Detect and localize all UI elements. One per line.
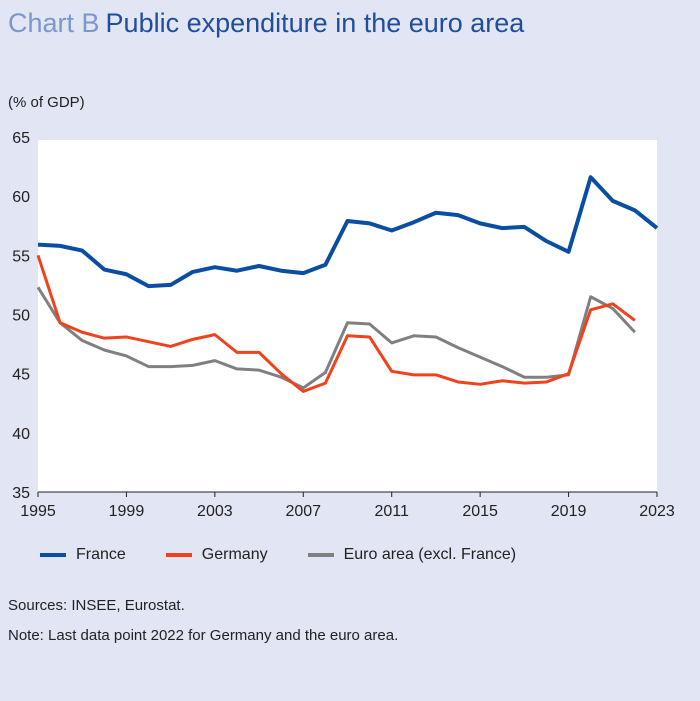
y-tick-label: 45 — [12, 367, 30, 384]
y-tick-label: 35 — [12, 485, 30, 502]
legend-swatch — [165, 553, 192, 557]
x-tick-label: 1999 — [109, 503, 145, 520]
series-line-euro-area-excl-france- — [36, 286, 636, 390]
x-tick-label: 2007 — [285, 503, 321, 520]
x-tick-label: 1995 — [20, 503, 56, 520]
series-line-germany — [36, 254, 636, 393]
chart-title: Chart B Public expenditure in the euro ar… — [8, 8, 524, 39]
chart-title-text: Public expenditure in the euro area — [105, 8, 525, 38]
legend: France Germany Euro area (excl. France) — [40, 546, 516, 564]
x-tick-label: 2003 — [197, 503, 233, 520]
x-tick-label: 2011 — [375, 503, 410, 520]
legend-swatch — [40, 553, 66, 557]
y-tick-label: 50 — [12, 308, 30, 325]
legend-label: France — [76, 546, 126, 563]
note: Note: Last data point 2022 for Germany a… — [8, 627, 399, 644]
x-tick-label: 2019 — [551, 503, 587, 520]
x-tick-label: 2023 — [639, 503, 675, 520]
legend-item: Germany — [165, 546, 268, 564]
legend-item: Euro area (excl. France) — [307, 546, 517, 564]
legend-swatch — [307, 553, 334, 557]
y-tick-label: 60 — [12, 189, 30, 206]
sources: Sources: INSEE, Eurostat. — [8, 597, 185, 614]
x-tick-label: 2015 — [462, 503, 498, 520]
plot-area — [38, 140, 657, 492]
y-tick-label: 55 — [12, 248, 30, 265]
y-axis-unit: (% of GDP) — [8, 94, 85, 111]
legend-item: France — [40, 546, 126, 564]
y-tick-label: 40 — [12, 426, 30, 443]
y-tick-label: 65 — [12, 130, 30, 147]
chart-label: Chart B — [8, 8, 100, 38]
legend-label: Euro area (excl. France) — [343, 546, 517, 563]
legend-label: Germany — [201, 546, 268, 563]
line-chart: 35 40 45 50 55 60 65 1995 1999 2003 2007 2011 2015 20… — [12, 130, 675, 520]
